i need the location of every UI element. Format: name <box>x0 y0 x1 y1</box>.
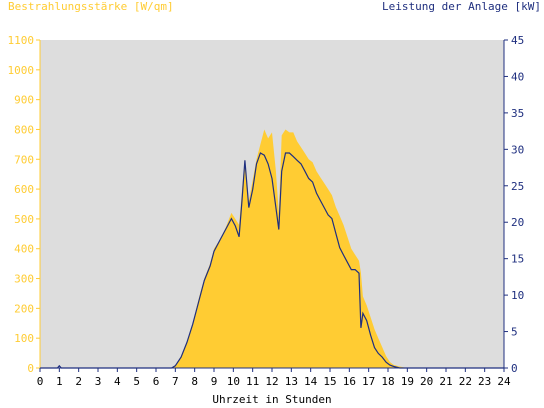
x-tick-label: 24 <box>497 375 511 388</box>
right-tick-label: 15 <box>511 253 524 266</box>
x-tick-label: 3 <box>95 375 102 388</box>
left-tick-label: 1100 <box>8 34 35 47</box>
left-tick-label: 1000 <box>8 64 35 77</box>
left-tick-label: 800 <box>14 123 34 136</box>
x-tick-label: 6 <box>153 375 160 388</box>
x-tick-label: 13 <box>285 375 298 388</box>
x-tick-label: 1 <box>56 375 63 388</box>
x-tick-label: 18 <box>381 375 394 388</box>
right-axis-title: Leistung der Anlage [kW] <box>382 0 541 13</box>
x-tick-label: 20 <box>420 375 433 388</box>
x-tick-label: 15 <box>323 375 336 388</box>
x-tick-label: 19 <box>401 375 414 388</box>
left-tick-label: 200 <box>14 302 34 315</box>
x-tick-label: 17 <box>362 375 375 388</box>
left-axis-title: Bestrahlungsstärke [W/qm] <box>8 0 174 13</box>
right-tick-label: 35 <box>511 107 524 120</box>
right-tick-label: 25 <box>511 180 524 193</box>
left-tick-label: 500 <box>14 213 34 226</box>
x-tick-label: 12 <box>265 375 278 388</box>
left-tick-label: 900 <box>14 94 34 107</box>
right-tick-label: 0 <box>511 362 518 375</box>
right-tick-label: 5 <box>511 326 518 339</box>
x-tick-label: 11 <box>246 375 259 388</box>
x-tick-label: 22 <box>459 375 472 388</box>
x-tick-label: 23 <box>478 375 491 388</box>
left-tick-label: 0 <box>27 362 34 375</box>
x-tick-label: 21 <box>439 375 452 388</box>
x-tick-label: 5 <box>133 375 140 388</box>
power-line <box>40 152 504 369</box>
left-tick-label: 600 <box>14 183 34 196</box>
x-tick-label: 16 <box>343 375 356 388</box>
left-tick-label: 400 <box>14 243 34 256</box>
left-tick-label: 100 <box>14 332 34 345</box>
left-tick-label: 700 <box>14 153 34 166</box>
right-tick-label: 30 <box>511 143 524 156</box>
irradiance-area <box>40 129 504 368</box>
x-tick-label: 9 <box>211 375 218 388</box>
x-tick-label: 7 <box>172 375 179 388</box>
right-tick-label: 40 <box>511 70 524 83</box>
left-tick-label: 300 <box>14 273 34 286</box>
x-tick-label: 2 <box>75 375 82 388</box>
x-tick-label: 4 <box>114 375 121 388</box>
x-tick-label: 0 <box>37 375 44 388</box>
x-tick-label: 8 <box>191 375 198 388</box>
right-tick-label: 45 <box>511 34 524 47</box>
x-tick-label: 10 <box>227 375 240 388</box>
x-tick-label: 14 <box>304 375 318 388</box>
right-tick-label: 20 <box>511 216 524 229</box>
right-tick-label: 10 <box>511 289 524 302</box>
x-axis-title: Uhrzeit in Stunden <box>212 393 332 406</box>
